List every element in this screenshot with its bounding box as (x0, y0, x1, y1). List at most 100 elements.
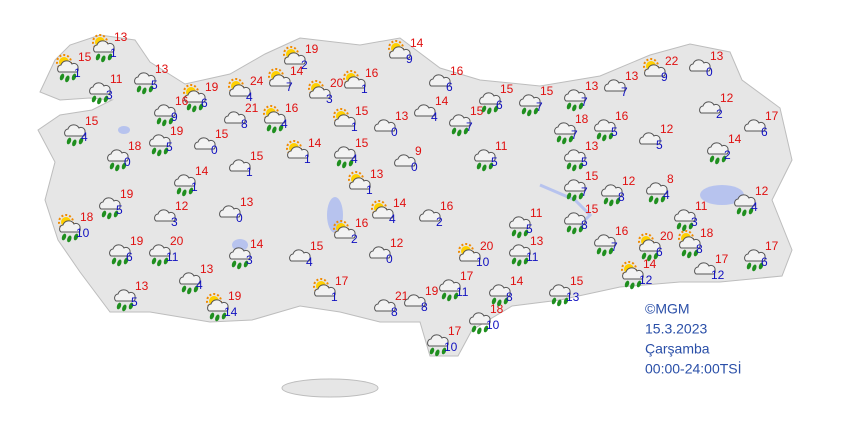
rain-drop (148, 85, 154, 93)
station: 130 (219, 195, 254, 225)
max-temp: 15 (470, 104, 484, 118)
rain-drop (463, 127, 469, 135)
rain-drop (168, 117, 174, 125)
cloud (334, 226, 356, 239)
cloud (707, 142, 729, 155)
cloud (149, 134, 171, 147)
rain-drop (186, 103, 192, 111)
rain-drop (471, 325, 477, 333)
rain-drop (687, 251, 692, 259)
min-temp: 5 (491, 155, 498, 169)
min-temp: 12 (639, 273, 653, 287)
rain-drop (123, 257, 129, 265)
rain-drop (693, 249, 699, 257)
max-temp: 13 (240, 195, 254, 209)
min-temp: 9 (406, 52, 413, 66)
station: 123 (154, 199, 189, 229)
cloud (449, 114, 471, 127)
max-temp: 18 (490, 302, 504, 316)
max-temp: 20 (330, 76, 344, 90)
max-temp: 16 (440, 199, 454, 213)
country-outline (37, 34, 793, 357)
rain-drop (557, 299, 562, 307)
cloud (349, 177, 371, 190)
max-temp: 14 (290, 64, 304, 78)
rain-drop (157, 259, 162, 267)
max-temp: 13 (200, 262, 214, 276)
cloud (269, 74, 291, 87)
max-temp: 19 (305, 42, 319, 56)
min-temp: 6 (761, 255, 768, 269)
cloud (479, 92, 501, 105)
station: 196 (183, 80, 219, 113)
rain-drop (215, 314, 220, 322)
max-temp: 14 (410, 36, 424, 50)
max-temp: 11 (495, 139, 508, 153)
station: 122 (699, 91, 734, 121)
min-temp: 5 (151, 78, 158, 92)
max-temp: 13 (625, 69, 639, 83)
rain-drop (517, 231, 522, 239)
rain-drop (636, 280, 642, 288)
max-temp: 17 (335, 274, 349, 288)
min-temp: 7 (466, 120, 473, 134)
cloud (549, 284, 571, 297)
max-temp: 14 (510, 274, 524, 288)
max-temp: 15 (355, 104, 369, 118)
cloud (489, 284, 511, 297)
rain-drop (113, 210, 119, 218)
max-temp: 16 (615, 109, 629, 123)
island (281, 378, 379, 398)
rain-drop (101, 210, 107, 218)
rain-drop (487, 107, 492, 115)
min-temp: 8 (506, 290, 513, 304)
cloud (184, 90, 206, 103)
max-temp: 13 (530, 234, 544, 248)
rain-drop (630, 282, 635, 290)
max-temp: 14 (308, 136, 322, 150)
rain-drop (523, 257, 529, 265)
max-temp: 15 (585, 202, 599, 216)
station: 137 (604, 69, 639, 99)
min-temp: 0 (386, 252, 393, 266)
min-temp: 3 (326, 92, 333, 106)
station: 125 (639, 122, 674, 152)
rain-drop (648, 195, 654, 203)
min-temp: 0 (391, 125, 398, 139)
rain-drop (65, 75, 70, 83)
station: 154 (289, 239, 324, 269)
cloud (646, 182, 668, 195)
max-temp: 11 (695, 199, 708, 213)
max-temp: 13 (585, 79, 599, 93)
min-temp: 8 (391, 305, 398, 319)
min-temp: 9 (661, 70, 668, 84)
max-temp: 20 (170, 234, 184, 248)
cloud (99, 197, 121, 210)
rain-drop (142, 87, 147, 95)
max-temp: 20 (480, 239, 494, 253)
cloud (334, 114, 356, 127)
rain-drop (608, 247, 614, 255)
station: 137 (564, 79, 599, 112)
max-temp: 9 (415, 144, 422, 158)
min-temp: 6 (201, 96, 208, 110)
min-temp: 7 (286, 80, 293, 94)
rain-drop (578, 225, 584, 233)
cloud (509, 244, 531, 257)
cloud (679, 236, 701, 249)
cloud (372, 206, 394, 219)
rain-drop (198, 103, 204, 111)
cloud (224, 111, 246, 124)
min-temp: 1 (74, 66, 81, 80)
cloud (154, 209, 176, 222)
station: 161 (343, 66, 379, 96)
max-temp: 15 (585, 169, 599, 183)
rain-drop (348, 159, 354, 167)
station: 115 (474, 139, 508, 172)
station: 167 (594, 224, 629, 257)
cloud (57, 60, 79, 73)
max-temp: 14 (250, 237, 264, 251)
